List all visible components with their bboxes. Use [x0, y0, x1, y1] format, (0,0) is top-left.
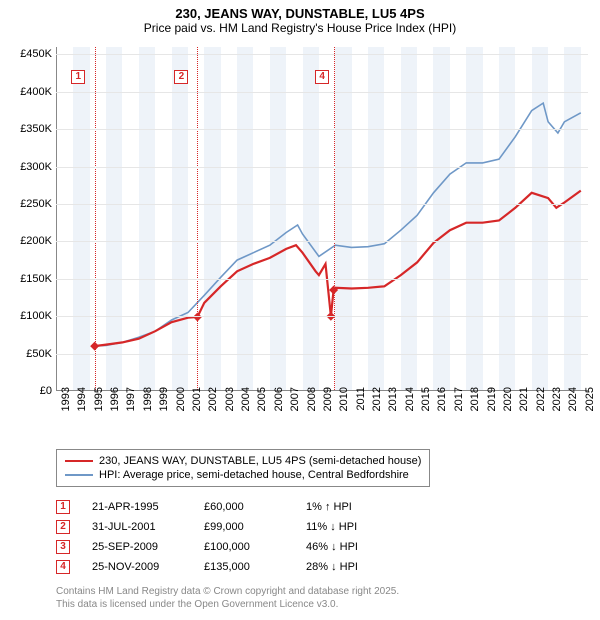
sale-row-marker: 3	[56, 540, 70, 554]
legend-swatch	[65, 460, 93, 462]
chart-container: 230, JEANS WAY, DUNSTABLE, LU5 4PS Price…	[0, 0, 600, 619]
y-tick-label: £200K	[8, 235, 52, 247]
y-tick-label: £350K	[8, 123, 52, 135]
x-tick-label: 1995	[93, 387, 105, 427]
y-tick-label: £450K	[8, 48, 52, 60]
y-tick-label: £250K	[8, 198, 52, 210]
y-tick-label: £50K	[8, 348, 52, 360]
sale-row: 3 25-SEP-2009 £100,000 46% ↓ HPI	[56, 537, 592, 557]
sale-marker-box: 2	[174, 70, 188, 84]
legend-item: HPI: Average price, semi-detached house,…	[65, 468, 421, 482]
sale-price: £100,000	[204, 541, 284, 553]
x-tick-label: 1994	[76, 387, 88, 427]
sale-relative-hpi: 28% ↓ HPI	[306, 561, 396, 573]
gridline	[56, 129, 588, 130]
sale-date: 25-SEP-2009	[92, 541, 182, 553]
footer: Contains HM Land Registry data © Crown c…	[56, 585, 592, 611]
x-tick-label: 2018	[469, 387, 481, 427]
sale-relative-hpi: 11% ↓ HPI	[306, 521, 396, 533]
x-tick-label: 1993	[60, 387, 72, 427]
gridline	[56, 354, 588, 355]
x-tick-label: 2016	[436, 387, 448, 427]
gridline	[56, 54, 588, 55]
chart-subtitle: Price paid vs. HM Land Registry's House …	[8, 21, 592, 35]
sale-row-marker: 1	[56, 500, 70, 514]
x-tick-label: 2025	[584, 387, 596, 427]
x-tick-label: 2009	[322, 387, 334, 427]
x-tick-label: 1999	[158, 387, 170, 427]
gridline	[56, 279, 588, 280]
x-tick-label: 1997	[125, 387, 137, 427]
chart-title: 230, JEANS WAY, DUNSTABLE, LU5 4PS	[8, 6, 592, 21]
sale-date: 31-JUL-2001	[92, 521, 182, 533]
sale-row-marker: 4	[56, 560, 70, 574]
x-tick-label: 2020	[502, 387, 514, 427]
sale-date: 21-APR-1995	[92, 501, 182, 513]
x-tick-label: 2022	[535, 387, 547, 427]
sale-row: 4 25-NOV-2009 £135,000 28% ↓ HPI	[56, 557, 592, 577]
sale-vline	[95, 47, 96, 390]
sale-row-marker: 2	[56, 520, 70, 534]
x-tick-label: 2013	[387, 387, 399, 427]
x-tick-label: 2006	[273, 387, 285, 427]
x-tick-label: 2019	[486, 387, 498, 427]
sale-price: £135,000	[204, 561, 284, 573]
sale-marker-box: 1	[71, 70, 85, 84]
x-tick-label: 2000	[175, 387, 187, 427]
x-tick-label: 1998	[142, 387, 154, 427]
x-tick-label: 2017	[453, 387, 465, 427]
gridline	[56, 92, 588, 93]
x-tick-label: 2008	[306, 387, 318, 427]
legend-item: 230, JEANS WAY, DUNSTABLE, LU5 4PS (semi…	[65, 454, 421, 468]
x-tick-label: 2023	[551, 387, 563, 427]
sale-vline	[197, 47, 198, 390]
sale-row: 1 21-APR-1995 £60,000 1% ↑ HPI	[56, 497, 592, 517]
sale-relative-hpi: 1% ↑ HPI	[306, 501, 396, 513]
x-tick-label: 2007	[289, 387, 301, 427]
y-tick-label: £0	[8, 385, 52, 397]
sale-vline	[334, 47, 335, 390]
sale-relative-hpi: 46% ↓ HPI	[306, 541, 396, 553]
y-tick-label: £300K	[8, 161, 52, 173]
y-tick-label: £150K	[8, 273, 52, 285]
x-tick-label: 2021	[518, 387, 530, 427]
x-tick-label: 2004	[240, 387, 252, 427]
x-tick-label: 2002	[207, 387, 219, 427]
footer-line: Contains HM Land Registry data © Crown c…	[56, 585, 592, 598]
x-tick-label: 2001	[191, 387, 203, 427]
legend-label: HPI: Average price, semi-detached house,…	[99, 469, 409, 481]
x-tick-label: 2005	[256, 387, 268, 427]
sales-table: 1 21-APR-1995 £60,000 1% ↑ HPI 2 31-JUL-2001 £…	[56, 497, 592, 577]
x-tick-label: 2012	[371, 387, 383, 427]
legend-swatch	[65, 474, 93, 476]
x-tick-label: 2015	[420, 387, 432, 427]
x-tick-label: 2010	[338, 387, 350, 427]
gridline	[56, 241, 588, 242]
sale-marker-box: 4	[315, 70, 329, 84]
x-tick-label: 2014	[404, 387, 416, 427]
gridline	[56, 167, 588, 168]
legend: 230, JEANS WAY, DUNSTABLE, LU5 4PS (semi…	[56, 449, 430, 487]
plot-area: 1 2 4	[56, 47, 588, 391]
sale-price: £60,000	[204, 501, 284, 513]
sale-date: 25-NOV-2009	[92, 561, 182, 573]
sale-row: 2 31-JUL-2001 £99,000 11% ↓ HPI	[56, 517, 592, 537]
x-tick-label: 2011	[355, 387, 367, 427]
y-tick-label: £400K	[8, 86, 52, 98]
footer-line: This data is licensed under the Open Gov…	[56, 598, 592, 611]
x-tick-label: 2024	[567, 387, 579, 427]
y-tick-label: £100K	[8, 310, 52, 322]
gridline	[56, 204, 588, 205]
x-tick-label: 1996	[109, 387, 121, 427]
sale-price: £99,000	[204, 521, 284, 533]
gridline	[56, 316, 588, 317]
chart-area: 1 2 4 £0 £50K £100K £150K £200K £250K £300K £350K…	[8, 41, 592, 441]
legend-label: 230, JEANS WAY, DUNSTABLE, LU5 4PS (semi…	[99, 455, 421, 467]
series-line-hpi	[95, 103, 581, 346]
x-tick-label: 2003	[224, 387, 236, 427]
chart-lines	[57, 47, 588, 390]
